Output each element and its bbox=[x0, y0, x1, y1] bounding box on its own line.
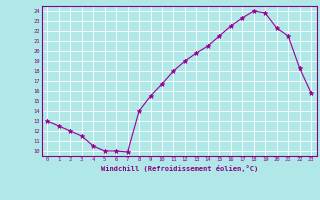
X-axis label: Windchill (Refroidissement éolien,°C): Windchill (Refroidissement éolien,°C) bbox=[100, 165, 258, 172]
